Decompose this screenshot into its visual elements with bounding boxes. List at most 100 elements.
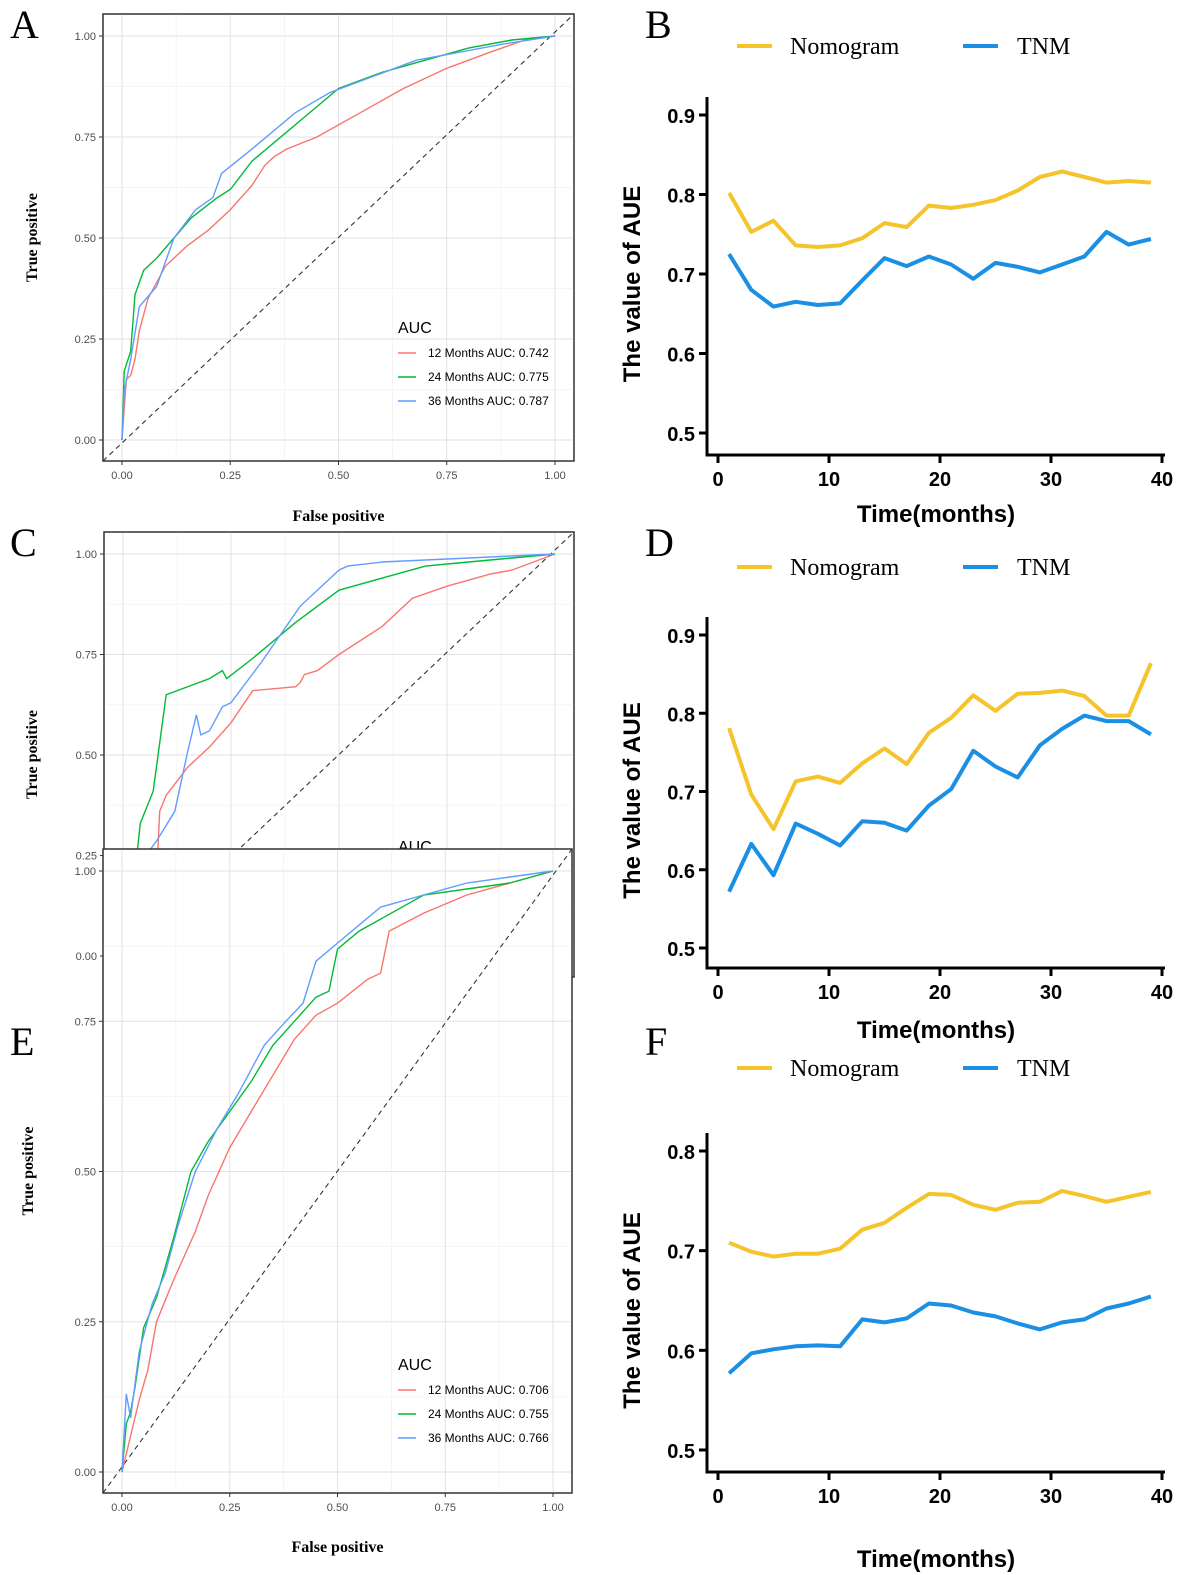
x-tick-label: 0.25: [219, 1502, 240, 1514]
y-tick-label: 0.75: [75, 132, 96, 144]
y-axis-title: The value of AUE: [619, 186, 646, 382]
x-tick-label: 0: [712, 469, 723, 491]
y-tick-label: 0.5: [667, 424, 695, 446]
x-tick-label: 1.00: [542, 1502, 563, 1514]
y-tick-label: 0.9: [667, 106, 695, 128]
legend-entry: Nomogram: [790, 555, 900, 581]
panel-letter-C: C: [10, 520, 37, 565]
roc-curve-2: [121, 35, 556, 441]
y-tick-label: 0.00: [75, 1467, 96, 1479]
legend-entry: 24 Months AUC: 0.755: [428, 1407, 549, 1421]
y-tick-label: 0.00: [76, 951, 97, 963]
y-axis-title: True positive: [24, 193, 41, 282]
x-tick-label: 30: [1040, 982, 1062, 1004]
aue-panel-B: B Nomogram TNM 0.5 0.6 0.7 0.8 0.9 0 10 20 30 40 Time…: [619, 2, 1173, 528]
x-tick-label: 40: [1151, 982, 1173, 1004]
x-axis-title: Time(months): [857, 501, 1015, 528]
y-tick-label: 0.75: [75, 1016, 96, 1028]
panel-letter-E: E: [10, 1019, 34, 1064]
x-tick-label: 10: [818, 1486, 840, 1508]
x-tick-label: 10: [818, 469, 840, 491]
x-tick-label: 30: [1040, 469, 1062, 491]
legend-entry: 12 Months AUC: 0.706: [428, 1383, 549, 1397]
x-axis-title: False positive: [293, 508, 385, 525]
y-tick-label: 0.8: [667, 704, 695, 726]
legend-entry: 36 Months AUC: 0.766: [428, 1431, 549, 1445]
panel-letter-A: A: [10, 2, 39, 47]
aue-panel-D: D Nomogram TNM 0.5 0.6 0.7 0.8 0.9 0 10 20 30 40 Time…: [619, 520, 1173, 1044]
y-tick-label: 0.50: [76, 750, 97, 762]
y-tick-label: 1.00: [75, 31, 96, 43]
legend-entry: 12 Months AUC: 0.742: [428, 346, 549, 360]
y-tick-label: 0.6: [667, 345, 695, 367]
y-tick-label: 0.7: [667, 783, 695, 805]
x-tick-label: 0.00: [111, 470, 132, 482]
legend-entry: TNM: [1017, 1056, 1070, 1082]
x-axis-title: Time(months): [857, 1546, 1015, 1573]
x-tick-label: 20: [929, 1486, 951, 1508]
x-tick-label: 1.00: [544, 470, 565, 482]
roc-frame-border: [102, 848, 573, 1494]
aue-line-tnm: [727, 229, 1152, 309]
x-tick-label: 0.25: [220, 470, 241, 482]
roc-panel-E: E 0.00 0.25 0.50 0.75 1.00 0.00 0.25 0.50 0.75 1.0…: [10, 848, 573, 1556]
legend-title: AUC: [398, 1357, 432, 1374]
aue-line-tnm: [727, 713, 1152, 893]
y-tick-label: 1.00: [76, 549, 97, 561]
x-tick-label: 30: [1040, 1486, 1062, 1508]
x-tick-label: 20: [929, 469, 951, 491]
legend-entry: 24 Months AUC: 0.775: [428, 370, 549, 384]
y-tick-label: 0.50: [75, 1167, 96, 1179]
aue-line-nomogram: [727, 169, 1152, 249]
roc-frame-border: [102, 13, 575, 462]
x-tick-label: 0.50: [328, 470, 349, 482]
x-tick-label: 0: [712, 1486, 723, 1508]
roc-panel-A: A 0.00 0.25 0.50 0.75 1.00 0.00 0.25 0.50 0.75 1.0…: [10, 2, 575, 525]
y-tick-label: 0.25: [75, 334, 96, 346]
y-tick-label: 0.00: [75, 435, 96, 447]
panel-letter-D: D: [645, 520, 674, 565]
x-tick-label: 0.00: [111, 1502, 132, 1514]
roc-curve-1: [121, 35, 556, 441]
y-axis-title: The value of AUE: [619, 702, 646, 898]
y-tick-label: 0.75: [76, 650, 97, 662]
aue-line-nomogram: [727, 662, 1153, 832]
roc-curve-1: [121, 870, 554, 1473]
y-tick-label: 0.8: [667, 186, 695, 208]
y-tick-label: 0.5: [667, 939, 695, 961]
y-tick-label: 0.50: [75, 233, 96, 245]
y-axis-title: True positive: [24, 710, 41, 799]
roc-curve-2: [121, 870, 554, 1473]
x-tick-label: 0.75: [436, 470, 457, 482]
y-tick-label: 0.7: [667, 1242, 695, 1264]
roc-curve-3: [121, 35, 556, 441]
legend-entry: TNM: [1017, 555, 1070, 581]
aue-panel-F: F Nomogram TNM 0.5 0.6 0.7 0.8 0 10 20 30 40 Time(mo…: [619, 1019, 1173, 1573]
y-tick-label: 0.5: [667, 1441, 695, 1463]
legend-entry: TNM: [1017, 34, 1070, 60]
legend-entry: 36 Months AUC: 0.787: [428, 394, 549, 408]
roc-curve-1: [122, 553, 556, 957]
y-axis-title: The value of AUE: [619, 1212, 646, 1408]
x-axis-title: Time(months): [857, 1017, 1015, 1044]
y-tick-label: 0.9: [667, 626, 695, 648]
aue-line-nomogram: [728, 1188, 1152, 1259]
x-tick-label: 0: [712, 982, 723, 1004]
y-tick-label: 0.25: [75, 1317, 96, 1329]
roc-curve-3: [122, 553, 556, 957]
reference-diagonal: [102, 848, 573, 1494]
y-tick-label: 0.8: [667, 1142, 695, 1164]
legend-title: AUC: [398, 320, 432, 337]
y-tick-label: 0.6: [667, 1341, 695, 1363]
x-tick-label: 20: [929, 982, 951, 1004]
axis-lines: [705, 1133, 1165, 1474]
legend-entry: Nomogram: [790, 1056, 900, 1082]
y-tick-label: 0.7: [667, 265, 695, 287]
x-tick-label: 40: [1151, 469, 1173, 491]
x-axis-title: False positive: [292, 1539, 384, 1556]
aue-line-tnm: [727, 1294, 1152, 1375]
x-tick-label: 10: [818, 982, 840, 1004]
y-tick-label: 0.6: [667, 861, 695, 883]
y-axis-title: True positive: [20, 1126, 37, 1215]
